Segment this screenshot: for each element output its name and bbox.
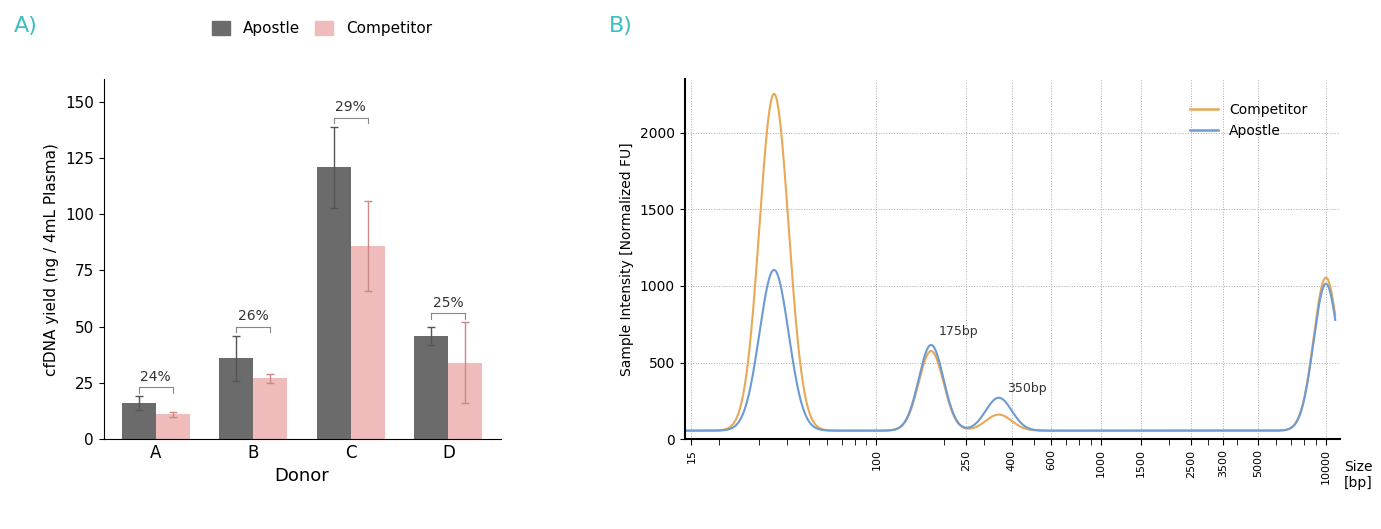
Competitor <box>766 90 783 97</box>
Apostle <box>1308 316 1324 323</box>
Apostle <box>1309 314 1326 321</box>
Apostle <box>766 267 783 273</box>
Bar <box>351 245 385 439</box>
Apostle <box>677 427 693 434</box>
Apostle <box>1327 317 1344 323</box>
Competitor <box>1189 427 1206 434</box>
Text: 26%: 26% <box>238 309 269 323</box>
Apostle <box>1189 427 1206 434</box>
Line: Apostle: Apostle <box>685 270 1335 431</box>
Apostle <box>976 410 993 416</box>
Bar <box>449 363 482 439</box>
Legend: Apostle, Competitor: Apostle, Competitor <box>206 15 438 42</box>
Bar <box>253 378 287 439</box>
Bar <box>220 358 253 439</box>
Legend: Competitor, Apostle: Competitor, Apostle <box>1185 97 1313 143</box>
Competitor <box>976 419 993 425</box>
Competitor <box>1327 312 1344 318</box>
Text: Size
[bp]: Size [bp] <box>1344 460 1373 490</box>
Competitor <box>1103 427 1120 434</box>
Bar <box>122 403 156 439</box>
Text: 350bp: 350bp <box>1007 382 1047 395</box>
Apostle <box>710 427 726 434</box>
Competitor <box>1308 312 1324 318</box>
Y-axis label: Sample Intensity [Normalized FU]: Sample Intensity [Normalized FU] <box>620 142 634 376</box>
Bar <box>316 167 351 439</box>
Competitor <box>1309 309 1326 316</box>
Text: 29%: 29% <box>336 100 366 114</box>
Line: Competitor: Competitor <box>685 94 1335 431</box>
Apostle <box>1105 427 1121 434</box>
Bar <box>156 414 191 439</box>
Competitor <box>677 427 693 434</box>
Text: A): A) <box>14 16 37 36</box>
Y-axis label: cfDNA yield (ng / 4mL Plasma): cfDNA yield (ng / 4mL Plasma) <box>44 143 59 376</box>
Competitor <box>710 427 726 434</box>
Text: 175bp: 175bp <box>939 325 979 338</box>
Bar <box>414 335 449 439</box>
Text: 25%: 25% <box>434 296 464 310</box>
Apostle <box>993 395 1010 402</box>
Text: B): B) <box>609 16 632 36</box>
Text: 24%: 24% <box>141 370 171 384</box>
X-axis label: Donor: Donor <box>275 468 330 486</box>
Competitor <box>993 412 1010 418</box>
